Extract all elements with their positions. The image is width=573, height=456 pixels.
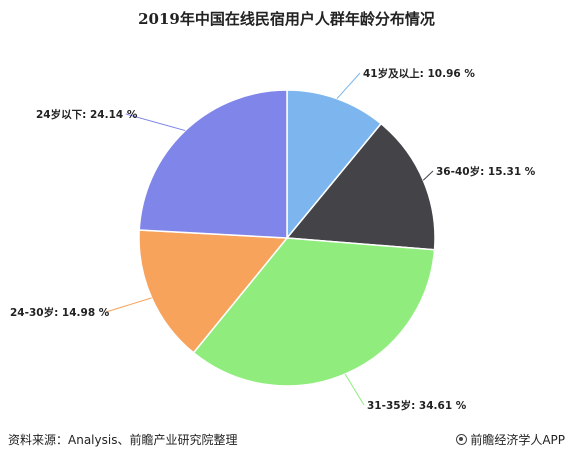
- pie-slice: [285, 122, 436, 251]
- slice-labels: 41岁及以上: 10.96 % 36-40岁: 15.31 % 31-35岁: 34…: [10, 67, 536, 412]
- source-text: 资料来源：Analysis、前瞻产业研究院整理: [8, 433, 238, 447]
- slice-label: 31-35岁: 34.61 %: [367, 399, 467, 412]
- pie-slice: [138, 229, 289, 354]
- slice-label: 36-40岁: 15.31 %: [436, 165, 536, 178]
- slice-label: 24-30岁: 14.98 %: [10, 306, 110, 319]
- pie-slice: [138, 89, 288, 239]
- brand: 前瞻经济学人APP: [456, 431, 565, 448]
- pie-slice: [286, 89, 383, 241]
- brand-text: 前瞻经济学人APP: [470, 433, 565, 447]
- leader-line: [125, 113, 186, 132]
- chart-title: 2019年中国在线民宿用户人群年龄分布情况: [138, 10, 435, 28]
- leader-line: [422, 170, 434, 181]
- brand-logo-icon: [456, 434, 468, 445]
- footer: 资料来源：Analysis、前瞻产业研究院整理 前瞻经济学人APP: [8, 431, 565, 448]
- pie-slice: [192, 237, 436, 387]
- leader-line: [105, 297, 152, 313]
- slice-label: 24岁以下: 24.14 %: [36, 108, 138, 121]
- leader-line: [336, 72, 361, 100]
- pie-slices: [138, 89, 436, 387]
- slice-label: 41岁及以上: 10.96 %: [363, 67, 475, 80]
- leader-line: [344, 373, 365, 406]
- leader-lines: [105, 72, 434, 406]
